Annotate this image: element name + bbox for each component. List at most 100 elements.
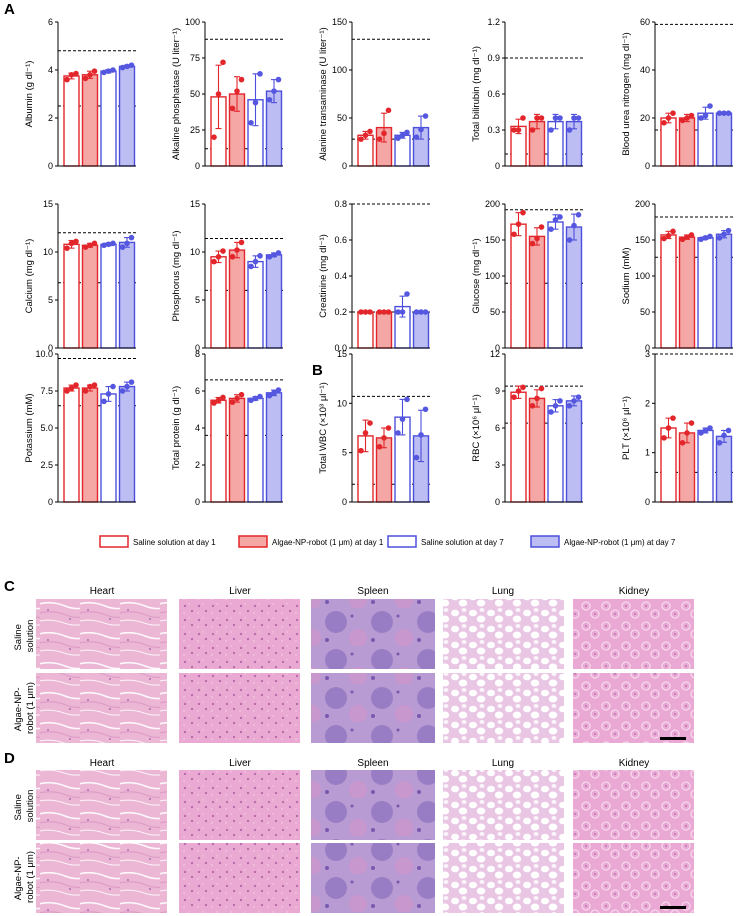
tick-label-sodium-4: 200 (635, 199, 650, 209)
point-tprotein-1-1 (234, 395, 240, 402)
tick-label-tprotein-2: 4 (195, 423, 200, 433)
point-sodium-1-1 (684, 234, 690, 240)
tick-label-glucose-3: 150 (485, 235, 500, 245)
bar-glucose-2 (547, 221, 564, 349)
point-calcium-1-2 (91, 240, 98, 247)
point-plt-0-2 (670, 415, 676, 421)
tick-label-tbil-1: 0.3 (487, 125, 500, 135)
point-albumin-2-0 (101, 69, 107, 76)
bar-tprotein-1 (228, 397, 246, 503)
bar-phosphorus-0 (210, 256, 227, 349)
tick-label-plt-2: 2 (645, 398, 650, 408)
tick-label-calcium-2: 10 (43, 247, 53, 257)
legend-label-saline-day7: Saline solution at day 7 (421, 538, 504, 547)
row-label-saline-c-line1: Saline (13, 624, 24, 650)
point-glucose-0-0 (511, 231, 517, 238)
bar-glucose-1 (528, 235, 546, 349)
bar-phosphorus-1 (228, 249, 246, 349)
point-calcium-3-1 (124, 240, 130, 247)
col-title-heart-d: Heart (90, 758, 115, 769)
point-alp-0-2 (220, 59, 226, 66)
bar-phosphorus-2 (247, 260, 264, 349)
y-axis-label-sodium: Sodium (mM) (621, 247, 632, 304)
y-axis-label-potassium: Potassium (mM) (24, 393, 35, 462)
tick-label-wbc-3: 15 (337, 349, 347, 359)
row-label-robot-c-line2: robot (1 μm) (25, 682, 36, 734)
point-wbc-0-0 (358, 447, 364, 454)
panel-label-a: A (4, 1, 15, 18)
point-alp-0-0 (211, 134, 217, 140)
point-creatinine-2-2 (404, 291, 410, 297)
point-tprotein-1-0 (229, 399, 236, 405)
point-alp-1-2 (238, 76, 245, 83)
bar-tprotein-3 (265, 392, 283, 503)
point-calcium-0-1 (68, 240, 75, 247)
point-plt-2-0 (698, 430, 704, 436)
point-potassium-2-0 (101, 398, 107, 405)
point-rbc-2-2 (557, 398, 563, 404)
point-wbc-1-0 (376, 443, 383, 450)
legend-label-saline-day1: Saline solution at day 1 (133, 538, 216, 547)
point-creatinine-3-2 (422, 309, 429, 315)
bar-sodium-2 (697, 237, 714, 349)
tick-label-albumin-3: 6 (48, 17, 53, 27)
bar-calcium-1 (81, 244, 99, 349)
point-creatinine-2-0 (395, 309, 401, 315)
tick-label-creatinine-3: 0.6 (334, 235, 347, 245)
chart-rbc: 0 3 6 9 12 RBC (×10⁶ μl⁻¹) (471, 349, 583, 507)
point-tprotein-0-2 (220, 394, 226, 401)
row-label-saline-d-line1: Saline (13, 794, 24, 820)
bar-rbc-1 (528, 397, 546, 503)
point-wbc-2-2 (404, 396, 410, 403)
point-calcium-3-0 (119, 244, 126, 250)
point-sodium-0-1 (665, 232, 672, 239)
point-rbc-3-2 (575, 394, 582, 400)
point-glucose-0-2 (520, 209, 526, 216)
point-creatinine-0-2 (367, 309, 373, 315)
point-rbc-0-1 (515, 388, 522, 394)
col-title-liver-d: Liver (229, 758, 251, 769)
point-alt-0-1 (362, 132, 369, 139)
tick-label-sodium-3: 150 (635, 235, 650, 245)
row-label-robot-c-line1: Algae-NP- (13, 687, 24, 731)
bar-potassium-2 (100, 393, 117, 503)
point-tprotein-2-1 (252, 395, 259, 402)
point-alp-0-1 (215, 91, 222, 97)
bar-bun-2 (697, 112, 714, 167)
tick-label-alt-1: 50 (337, 113, 347, 123)
bar-albumin-1 (81, 74, 99, 167)
col-title-heart-c: Heart (90, 586, 115, 597)
bar-plt-3 (715, 435, 733, 503)
point-plt-1-0 (679, 440, 686, 446)
chart-albumin: 0 2 4 6 Albumin (g dl⁻¹) (24, 17, 136, 171)
image-lung-saline-d (443, 770, 564, 840)
bar-calcium-2 (100, 243, 117, 349)
chart-sodium: 0 50 100 150 200 Sodium (mM) (621, 199, 733, 353)
point-alt-0-2 (367, 128, 373, 135)
tick-label-alp-0: 0 (195, 161, 200, 171)
point-sodium-3-0 (716, 235, 723, 241)
point-creatinine-0-0 (358, 309, 364, 315)
tick-label-tbil-2: 0.6 (487, 89, 500, 99)
point-tbil-2-1 (552, 115, 559, 121)
point-creatinine-1-2 (385, 309, 392, 315)
tick-label-rbc-1: 3 (495, 460, 500, 470)
point-plt-1-1 (684, 430, 690, 436)
point-tprotein-3-1 (271, 390, 277, 396)
tick-label-calcium-0: 0 (48, 343, 53, 353)
point-alt-3-1 (418, 126, 424, 133)
tick-label-tprotein-3: 6 (195, 386, 200, 396)
bar-tprotein-0 (210, 399, 227, 503)
point-glucose-1-2 (538, 224, 545, 230)
point-glucose-1-1 (534, 235, 540, 242)
tick-label-phosphorus-3: 15 (190, 199, 200, 209)
point-alp-3-1 (271, 88, 277, 94)
legend-swatch-saline-day1 (99, 535, 129, 548)
tick-label-potassium-1: 2.5 (40, 460, 53, 470)
chart-tprotein: 0 2 4 6 8 Total protein (g dl⁻¹) (171, 349, 283, 507)
col-title-kidney-d: Kidney (619, 758, 650, 769)
point-calcium-2-0 (101, 242, 107, 249)
point-albumin-2-1 (105, 68, 112, 74)
point-potassium-0-2 (73, 382, 79, 388)
